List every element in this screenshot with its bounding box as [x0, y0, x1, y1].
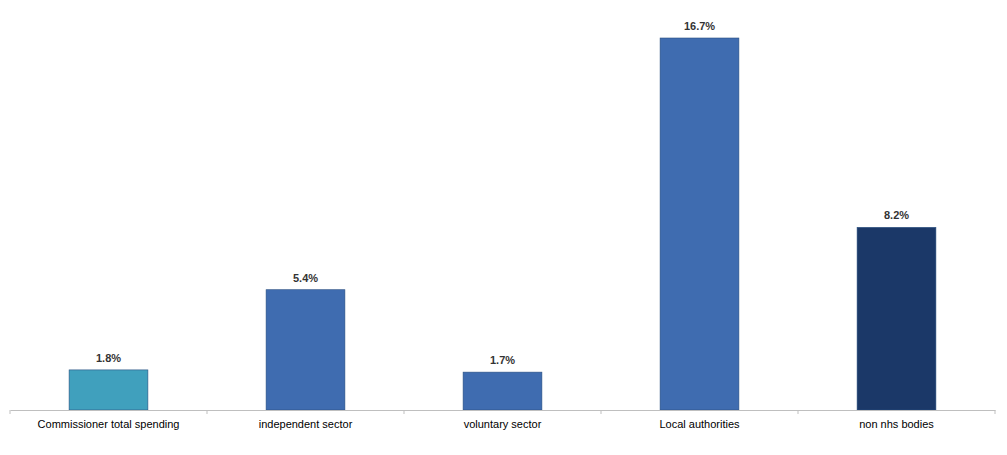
x-tick-label: voluntary sector [464, 418, 542, 430]
bar [463, 372, 542, 410]
data-label: 5.4% [293, 272, 318, 284]
data-label: 1.7% [490, 354, 515, 366]
data-label: 8.2% [884, 209, 909, 221]
x-tick: Local authorities [659, 418, 740, 430]
bar [69, 370, 148, 410]
x-axis-line [11, 410, 996, 411]
x-axis: Commissioner total spending independent s… [11, 411, 996, 430]
x-tick-label: non nhs bodies [859, 418, 934, 430]
x-tick: independent sector [259, 418, 353, 430]
bar [266, 290, 345, 410]
x-tick-label: Local authorities [659, 418, 740, 430]
x-tick: non nhs bodies [859, 418, 934, 430]
category-divider [10, 410, 11, 414]
x-tick: voluntary sector [464, 418, 542, 430]
bars [69, 38, 936, 410]
data-label: 1.8% [96, 352, 121, 364]
x-tick-label: Commissioner total spending [38, 418, 180, 430]
category-dividers [10, 410, 995, 414]
chart: Commissioner total spending independent s… [0, 0, 1007, 455]
x-tick: Commissioner total spending [38, 418, 180, 430]
data-label: 16.7% [684, 20, 715, 32]
bar [660, 38, 739, 410]
bar [857, 227, 936, 410]
x-tick-label: independent sector [259, 418, 353, 430]
data-labels: 1.8% 5.4% 1.7% 16.7% 8.2% [96, 20, 909, 366]
